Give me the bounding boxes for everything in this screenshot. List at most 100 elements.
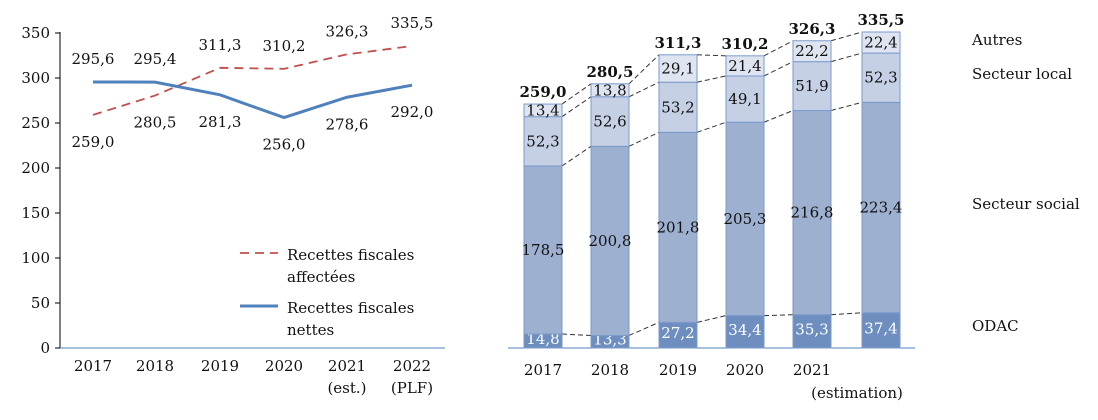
x-tick-label: 2017 [524,361,562,379]
series-legend-label: Autres [971,31,1022,49]
bar-segment-odac [658,321,698,349]
data-label: 256,0 [263,136,306,154]
segment-label: 22,4 [864,34,897,52]
bar-segment-secteur-social [523,165,563,335]
x-tick-label: 2018 [591,361,629,379]
total-label: 311,3 [655,34,702,52]
segment-label: 27,2 [661,324,694,342]
total-label: 310,2 [722,35,769,53]
segment-label: 205,3 [724,210,767,228]
bar-segment-secteur-local [658,81,698,133]
segment-label: 178,5 [522,241,565,259]
segment-label: 13,4 [526,101,559,119]
legend-label: affectées [287,268,355,286]
segment-label: 53,2 [661,98,694,116]
x-tick-label: 2019 [201,357,239,375]
segment-label: 13,8 [593,81,626,99]
connector-line [830,52,863,63]
x-tick-label: 2021 [328,357,366,375]
segment-label: 52,6 [593,113,626,131]
bar-segment-odac [861,312,901,349]
series-line-affectees [92,45,413,116]
connector-line [763,314,794,317]
y-tick-label: 250 [21,114,50,132]
data-label: 326,3 [326,22,369,40]
connector-line [763,61,794,77]
bar-segment-secteur-social [792,110,832,316]
segment-label: 52,3 [864,69,897,87]
data-label: 259,0 [72,133,115,151]
connector-line [696,315,727,323]
x-tick-label: 2021 [793,361,831,379]
connector-line [561,83,592,105]
connector-line [628,81,660,98]
bar-segment-secteur-social [725,121,765,317]
series-legend-label: Secteur local [972,65,1072,83]
data-label: 310,2 [263,37,306,55]
y-tick-label: 200 [21,159,50,177]
connector-line [696,121,727,133]
series-legend-label: Secteur social [972,195,1080,213]
bar-segment-autres [658,54,698,83]
bar-segment-autres [792,40,832,63]
x-tick-label: 2022 [393,357,431,375]
x-tick-sublabel: (PLF) [391,379,433,397]
bar-segment-secteur-social [590,145,630,336]
y-tick-label: 50 [31,294,50,312]
x-tick-sublabel: (est.) [327,379,366,397]
x-tick-sublabel: (estimation) [811,384,903,402]
data-label: 295,4 [134,50,177,68]
data-label: 280,5 [134,114,177,132]
segment-label: 200,8 [589,232,632,250]
connector-line [830,31,863,42]
y-tick-label: 0 [40,339,50,357]
y-tick-label: 100 [21,249,50,267]
connector-line [696,75,727,83]
y-tick-label: 300 [21,69,50,87]
connector-line [830,312,863,316]
y-tick-label: 150 [21,204,50,222]
x-tick-label: 2020 [726,361,764,379]
connector-line [628,321,660,336]
series-legend-label: ODAC [972,317,1019,335]
data-label: 295,6 [72,50,115,68]
segment-label: 223,4 [860,199,903,217]
x-tick-label: 2020 [265,357,303,375]
segment-label: 37,4 [864,319,897,337]
series-line-nettes [92,80,413,120]
bar-segment-secteur-local [792,61,832,112]
connector-line [763,40,794,57]
x-tick-label: 2017 [74,357,112,375]
bar-segment-autres [861,31,901,54]
segment-label: 49,1 [728,90,761,108]
connector-line [561,96,592,118]
segment-label: 29,1 [661,59,694,77]
data-label: 292,0 [391,103,434,121]
legend-label: Recettes fiscales [287,299,414,317]
segment-label: 51,9 [795,77,828,95]
bar-segment-autres [590,83,630,98]
connector-line [628,131,660,147]
connector-line [628,54,660,85]
legend-label: Recettes fiscales [287,246,414,264]
data-label: 281,3 [199,113,242,131]
x-tick-label: 2019 [659,361,697,379]
data-label: 335,5 [391,14,434,32]
segment-label: 201,8 [657,218,700,236]
x-tick-label: 2018 [136,357,174,375]
connector-line [561,145,592,167]
segment-label: 35,3 [795,320,828,338]
total-label: 280,5 [587,63,634,81]
connector-line [830,101,863,112]
total-label: 259,0 [520,83,567,101]
total-label: 326,3 [789,20,836,38]
data-label: 311,3 [199,36,242,54]
bar-segment-secteur-local [861,52,901,103]
segment-label: 216,8 [791,204,834,222]
connector-line [763,110,794,123]
connector-line [561,333,592,336]
total-label: 335,5 [858,11,905,29]
segment-label: 22,2 [795,42,828,60]
segment-label: 21,4 [728,57,761,75]
